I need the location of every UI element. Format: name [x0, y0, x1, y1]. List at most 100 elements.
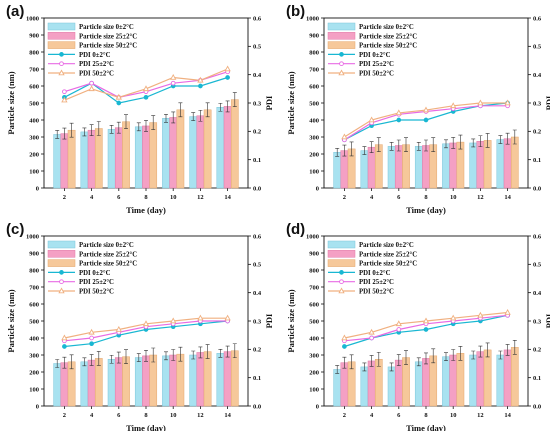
x-tick-label: 12	[477, 194, 484, 201]
bar	[176, 353, 185, 407]
series-point	[89, 335, 94, 341]
error-bar	[362, 362, 367, 372]
legend-label: Particle size 25±2°C	[359, 251, 417, 258]
error-bar	[171, 349, 176, 361]
error-bar	[124, 349, 128, 364]
legend-label: PDI 25±2°C	[359, 61, 394, 68]
bar	[456, 353, 465, 407]
x-axis-label: Time (day)	[126, 205, 166, 215]
y-left-tick-label: 100	[309, 168, 319, 175]
series-point	[341, 334, 348, 341]
series-point	[197, 314, 204, 321]
bar	[80, 131, 89, 189]
bar	[94, 128, 103, 189]
error-bar	[116, 121, 121, 134]
error-bar	[478, 135, 483, 148]
error-bar	[144, 120, 148, 132]
panel-label: (d)	[286, 221, 305, 238]
y-left-tick-label: 100	[29, 168, 39, 175]
legend-label: PDI 0±2°C	[359, 270, 391, 277]
bar	[134, 126, 143, 189]
bar	[149, 354, 158, 407]
bar	[189, 354, 198, 407]
series-point	[450, 314, 457, 321]
legend-label: PDI 0±2°C	[79, 52, 111, 59]
error-bar	[431, 137, 436, 152]
bar	[422, 145, 430, 189]
error-bar	[205, 102, 210, 118]
chart-panel: (d) 0 100 200 300 400 500 600 700 800 900 1000 0.0 0.…	[286, 221, 550, 431]
error-bar	[171, 111, 176, 124]
error-bar	[136, 353, 141, 362]
y-left-tick-label: 0	[316, 403, 319, 410]
bar	[442, 356, 450, 407]
y-left-tick-label: 900	[29, 32, 39, 39]
panel-label: (c)	[6, 221, 24, 238]
series-point	[225, 75, 230, 80]
bar	[176, 109, 185, 189]
y-right-tick-label: 0.5	[253, 262, 262, 269]
legend-label: PDI 0±2°C	[79, 270, 111, 277]
series-point	[143, 94, 149, 100]
y-right-tick-label: 0.1	[533, 157, 541, 164]
error-bar	[191, 350, 196, 360]
x-axis-label: Time (day)	[126, 423, 166, 431]
y-left-tick-label: 500	[29, 318, 39, 325]
panel-label: (b)	[286, 3, 305, 20]
bar	[230, 350, 239, 407]
legend-label: PDI 25±2°C	[79, 61, 114, 68]
y-left-tick-label: 700	[29, 66, 39, 73]
bar	[449, 142, 458, 189]
series-point	[197, 76, 204, 83]
bar	[449, 354, 458, 407]
series-point	[224, 65, 231, 72]
legend-label: Particle size 0±2°C	[79, 24, 134, 31]
y-right-tick-label: 0.3	[533, 318, 542, 325]
x-tick-label: 8	[424, 412, 428, 419]
y-left-tick-label: 500	[29, 100, 39, 107]
bar	[169, 117, 178, 189]
bar	[333, 369, 342, 407]
x-tick-label: 4	[370, 412, 374, 419]
y-right-tick-label: 0.1	[253, 157, 261, 164]
error-bar	[335, 365, 340, 374]
y-left-tick-label: 100	[309, 386, 319, 393]
bar	[203, 109, 212, 189]
y-left-tick-label: 200	[29, 151, 39, 158]
bar	[122, 356, 130, 407]
legend-label: Particle size 50±2°C	[359, 261, 417, 268]
y-left-tick-label: 800	[29, 267, 39, 274]
bar	[87, 359, 96, 407]
y-right-tick-label: 0.5	[253, 44, 262, 51]
bar	[476, 141, 485, 189]
legend-swatch	[327, 32, 356, 40]
y-right-tick-label: 0.2	[533, 129, 541, 136]
error-bar	[444, 352, 448, 361]
y-left-tick-label: 0	[316, 185, 319, 192]
y-right-tick-label: 0.4	[533, 290, 542, 297]
y-left-tick-label: 500	[309, 318, 319, 325]
bar	[469, 354, 478, 407]
series-point	[395, 109, 402, 116]
y-left-tick-label: 1000	[306, 233, 319, 240]
legend-label: Particle size 25±2°C	[79, 33, 137, 40]
y-right-tick-label: 0.6	[253, 15, 262, 22]
error-bar	[191, 112, 196, 121]
bar	[142, 125, 150, 189]
error-bar	[198, 109, 203, 122]
bar	[360, 366, 369, 407]
bar	[496, 139, 505, 189]
legend-marker	[338, 287, 345, 294]
series-point	[170, 80, 176, 86]
error-bar	[471, 350, 476, 360]
y-right-tick-label: 0.3	[253, 318, 262, 325]
series-point	[368, 328, 375, 335]
series-point	[142, 320, 150, 327]
x-tick-label: 6	[117, 194, 121, 201]
y-left-tick-label: 600	[309, 301, 319, 308]
series-point	[88, 328, 95, 335]
bar	[360, 150, 369, 189]
error-bar	[451, 137, 456, 149]
bar	[414, 361, 423, 407]
